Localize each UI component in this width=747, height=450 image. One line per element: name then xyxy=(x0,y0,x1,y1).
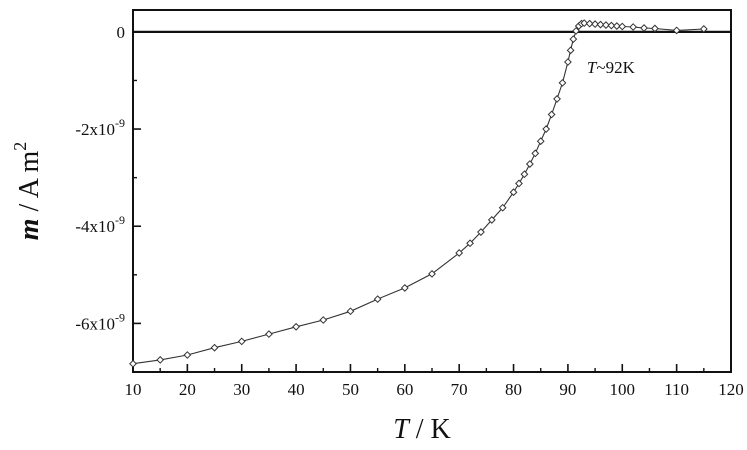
data-point xyxy=(618,22,627,31)
y-tick-base: -2x10 xyxy=(75,120,115,139)
data-point xyxy=(498,203,507,212)
data-point xyxy=(400,284,409,292)
data-point xyxy=(455,249,464,257)
x-tick-label: 20 xyxy=(179,380,196,399)
x-tick-label: 90 xyxy=(559,380,576,399)
data-point xyxy=(629,23,638,31)
data-point xyxy=(672,26,681,35)
data-series xyxy=(129,19,708,368)
data-point xyxy=(650,24,659,33)
data-point xyxy=(531,149,540,158)
y-tick-label: 0 xyxy=(117,23,126,42)
data-point xyxy=(640,24,648,32)
data-point xyxy=(477,228,485,236)
data-point xyxy=(292,322,300,331)
data-point xyxy=(509,188,518,197)
data-point xyxy=(346,307,355,316)
annotation-symbol: T xyxy=(587,58,598,77)
data-point xyxy=(612,22,621,30)
data-point xyxy=(591,20,599,28)
x-tick-label: 100 xyxy=(610,380,636,399)
data-point xyxy=(428,269,436,278)
data-point xyxy=(487,216,496,224)
y-axis-unit-exponent: 2 xyxy=(10,142,30,151)
data-point xyxy=(525,160,534,168)
y-tick-base: -6x10 xyxy=(75,314,115,333)
data-point xyxy=(515,179,523,188)
y-tick-base: -4x10 xyxy=(75,217,115,236)
data-point xyxy=(580,19,589,28)
x-tick-label: 50 xyxy=(342,380,359,399)
transition-annotation: T~92K xyxy=(587,58,636,77)
y-axis-symbol: m xyxy=(14,218,45,240)
y-axis-unit: / A m xyxy=(14,151,45,219)
chart-text: 10 20 30 40 50 60 70 80 90 100 110 1200-2x10-9-4x10… xyxy=(10,23,744,445)
data-point xyxy=(596,20,605,29)
data-point xyxy=(373,295,382,304)
y-axis-title: m / A m2 xyxy=(10,142,45,240)
data-point xyxy=(564,58,572,66)
x-tick-label: 80 xyxy=(505,380,522,399)
y-tick-label: -4x10-9 xyxy=(75,213,125,236)
data-point xyxy=(569,35,578,44)
data-point xyxy=(699,25,708,33)
x-tick-label: 60 xyxy=(396,380,413,399)
x-tick-label: 10 xyxy=(125,380,142,399)
data-point xyxy=(319,316,328,324)
data-point xyxy=(607,21,616,30)
plot-area xyxy=(132,9,732,373)
data-point xyxy=(547,110,556,119)
data-point xyxy=(210,343,219,352)
x-tick-label: 110 xyxy=(664,380,689,399)
data-point xyxy=(553,95,561,103)
y-tick-exponent: -9 xyxy=(115,310,125,324)
data-point xyxy=(558,78,567,87)
y-tick-label: -2x10-9 xyxy=(75,116,125,139)
data-point xyxy=(520,170,529,179)
data-point xyxy=(542,125,551,133)
y-tick-exponent: -9 xyxy=(115,116,125,130)
annotation-value: ~92K xyxy=(596,58,635,77)
plot-frame xyxy=(132,9,732,373)
data-point xyxy=(566,46,575,55)
y-tick-base: 0 xyxy=(117,23,126,42)
data-point xyxy=(466,239,474,248)
y-tick-label: -6x10-9 xyxy=(75,310,125,333)
x-axis-title: T / K xyxy=(393,414,451,445)
data-point xyxy=(265,330,273,339)
axes xyxy=(132,30,732,373)
x-axis-symbol: T xyxy=(393,414,411,445)
x-axis-unit: / K xyxy=(409,414,451,445)
data-point xyxy=(129,359,137,368)
data-point xyxy=(572,26,580,35)
data-point xyxy=(585,19,594,28)
x-tick-label: 40 xyxy=(288,380,305,399)
x-tick-label: 120 xyxy=(718,380,744,399)
x-tick-label: 70 xyxy=(451,380,468,399)
data-point xyxy=(602,21,610,29)
y-tick-exponent: -9 xyxy=(115,213,125,227)
data-point xyxy=(156,355,165,364)
x-tick-label: 30 xyxy=(233,380,250,399)
data-point xyxy=(183,351,192,359)
data-point xyxy=(536,137,545,146)
data-point xyxy=(237,337,246,346)
